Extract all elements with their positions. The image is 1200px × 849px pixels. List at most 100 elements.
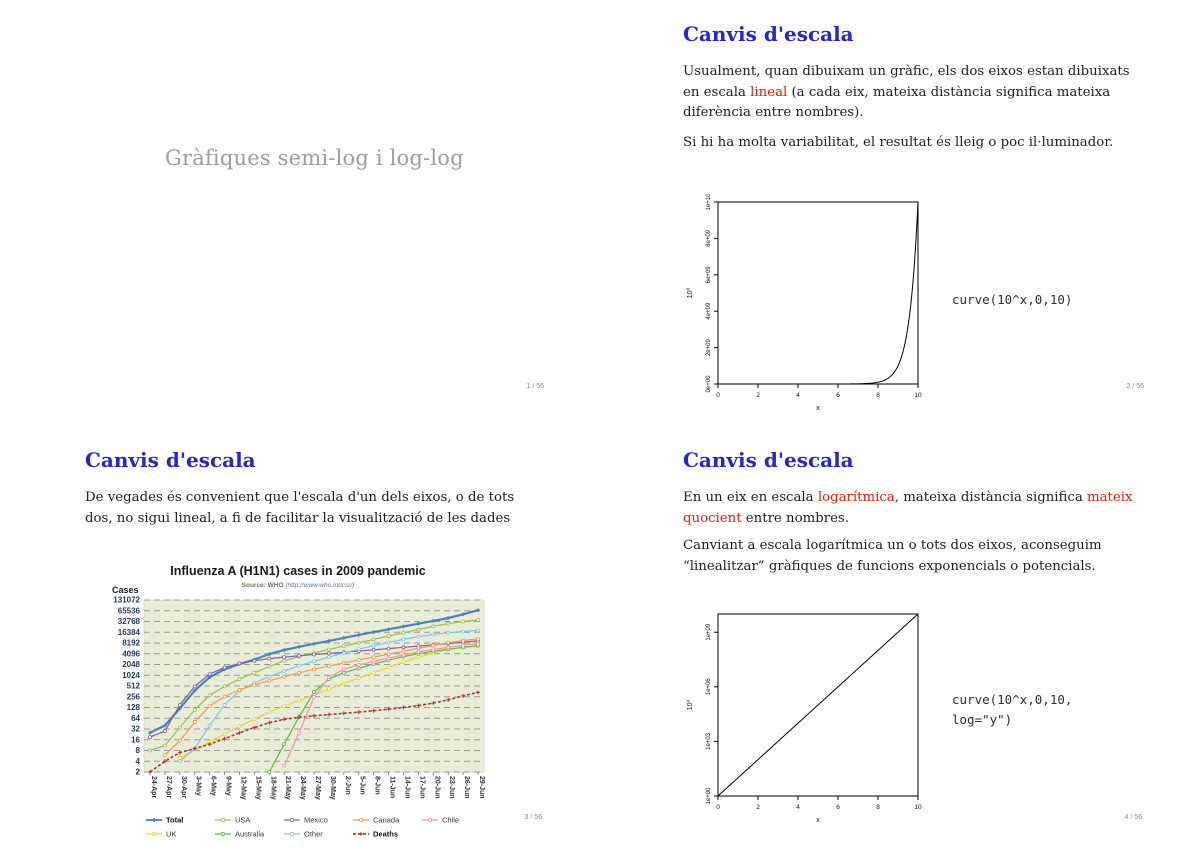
x-axis-title: x [816, 405, 820, 412]
y-tick-label: 2 [136, 768, 141, 777]
legend-label: Canada [373, 816, 400, 825]
x-tick-label: 4 [796, 804, 800, 811]
body-text-run: (a cada eix, mateixa distància significa… [683, 84, 1111, 121]
x-tick-label: 2 [756, 804, 760, 811]
legend-label: Deaths [373, 830, 398, 839]
x-tick-label: 27-Apr [165, 776, 172, 798]
paragraph: Usualment, quan dibuixam un gràfic, els … [683, 62, 1133, 124]
legend-item-chile: Chile [422, 816, 459, 825]
series-line-chile [283, 643, 479, 766]
y-tick-label: 4 [136, 757, 141, 766]
chart-subtitle: Source: WHO (http://www.who.int/csr/) [242, 582, 355, 589]
y-tick-label: 512 [127, 682, 141, 691]
y-tick-label: 16 [131, 735, 140, 744]
x-tick-label: 3-May [195, 776, 202, 796]
legend-item-canada: Canada [353, 816, 400, 825]
legend-item-deaths: Deaths [353, 830, 398, 839]
x-tick-label: 15-May [254, 776, 261, 800]
frame-title: Canvis d'escala [683, 448, 854, 472]
y-tick-label: 8e+09 [706, 229, 712, 247]
slide-1-page-number: 1 / 56 [526, 383, 544, 390]
legend-item-total: Total [146, 816, 183, 825]
legend-label: Total [166, 816, 183, 825]
slide-2-page-number: 2 / 56 [1126, 383, 1144, 390]
slide-4: Canvis d'escala En un eix en escala loga… [600, 424, 1200, 848]
y-axis-title: Cases [112, 585, 139, 595]
y-tick-label: 1e+09 [706, 623, 712, 641]
plot-box [717, 201, 919, 385]
code-line: log="y") [952, 712, 1013, 727]
y-axis-title: 10x [686, 287, 695, 298]
y-tick-label: 8192 [122, 639, 140, 648]
legend-label: Mexico [304, 816, 328, 825]
y-tick-label: 6e+09 [706, 266, 712, 284]
body-text-run: , mateixa distància significa [894, 490, 1087, 505]
x-tick-label: 23-Jun [448, 776, 455, 799]
y-tick-label: 1e+10 [706, 194, 712, 210]
x-tick-label: 14-Jun [403, 776, 410, 799]
paragraph: En un eix en escala logarítmica, mateixa… [683, 488, 1133, 529]
legend-item-other: Other [284, 830, 323, 839]
x-tick-label: 6 [836, 392, 840, 399]
code-line: curve(10^x,0,10, [952, 692, 1073, 707]
y-tick-label: 16384 [118, 628, 141, 637]
x-tick-label: 10 [914, 392, 922, 399]
slide-2: Canvis d'escala Usualment, quan dibuixam… [600, 0, 1200, 424]
x-tick-label: 9-May [225, 776, 232, 796]
y-tick-label: 1024 [122, 671, 140, 680]
slide-4-page-number: 4 / 56 [1124, 814, 1142, 821]
x-tick-label: 29-Jun [478, 776, 485, 799]
x-tick-label: 0 [716, 804, 720, 811]
x-axis-title: x [816, 817, 820, 824]
frame-title: Canvis d'escala [85, 448, 256, 472]
highlighted-term: logarítmica [817, 490, 895, 505]
legend-label: USA [235, 816, 250, 825]
x-tick-label: 0 [716, 392, 720, 399]
x-tick-label: 21-May [284, 776, 291, 800]
highlighted-term: lineal [750, 84, 788, 100]
x-tick-label: 17-Jun [418, 776, 425, 799]
x-tick-label: 10 [914, 804, 922, 811]
x-tick-label: 6 [836, 804, 840, 811]
y-tick-label: 256 [127, 692, 141, 701]
highlighted-term: mateix quocient [683, 490, 1133, 526]
x-tick-label: 26-Jun [463, 776, 470, 799]
body-text-run: entre nombres. [741, 510, 849, 526]
body-text-run: Usualment, quan dibuixam un gràfic, els … [683, 64, 1130, 100]
x-tick-label: 12-May [239, 776, 246, 800]
y-tick-label: 1e+03 [706, 732, 712, 750]
y-tick-label: 32768 [118, 617, 141, 626]
x-tick-label: 2-Jun [344, 776, 351, 795]
slide-1: Gràfiques semi-log i log-log 1 / 56 [0, 0, 600, 424]
x-tick-label: 8 [876, 804, 880, 811]
x-tick-label: 24-May [299, 776, 306, 800]
deck-title: Gràfiques semi-log i log-log [165, 146, 464, 170]
x-tick-label: 2 [756, 392, 760, 399]
y-tick-label: 131072 [113, 596, 140, 605]
legend-item-usa: USA [215, 816, 250, 825]
paragraph: Si hi ha molta variabilitat, el resultat… [683, 135, 1114, 150]
x-tick-label: 5-Jun [359, 776, 366, 795]
slide-3: Canvis d'escala De vegades és convenient… [0, 424, 600, 848]
y-tick-label: 1e+00 [706, 787, 712, 805]
y-tick-label: 0e+00 [706, 375, 712, 393]
r-plot-log: 0 2 4 6 8 10 1e+00 1e+03 1e+06 1e+09 x 10x [686, 613, 922, 824]
x-tick-label: 11-Jun [389, 776, 396, 798]
r-code-snippet: curve(10^x,0,10, log="y") [952, 690, 1072, 730]
paragraph: Canviant a escala logarítmica un o tots … [683, 538, 1102, 574]
y-tick-label: 128 [127, 703, 141, 712]
y-tick-label: 4e+09 [706, 302, 712, 320]
x-tick-label: 30-Apr [180, 776, 187, 798]
chart-title: Influenza A (H1N1) cases in 2009 pandemi… [170, 564, 425, 578]
r-plot-linear: 0 2 4 6 8 10 0e+00 2e+09 4e+09 6e+09 8e+09 1e+10 x 10… [686, 194, 922, 412]
x-tick-label: 6-May [210, 776, 217, 796]
legend-label: Chile [442, 816, 459, 825]
x-tick-label: 30-May [329, 776, 336, 800]
x-tick-label: 20-Jun [433, 776, 440, 799]
legend-label: Australia [235, 830, 265, 839]
y-tick-label: 32 [131, 725, 140, 734]
y-tick-label: 64 [131, 714, 140, 723]
x-tick-label: 8-Jun [374, 776, 381, 795]
frame-title: Canvis d'escala [683, 22, 854, 46]
